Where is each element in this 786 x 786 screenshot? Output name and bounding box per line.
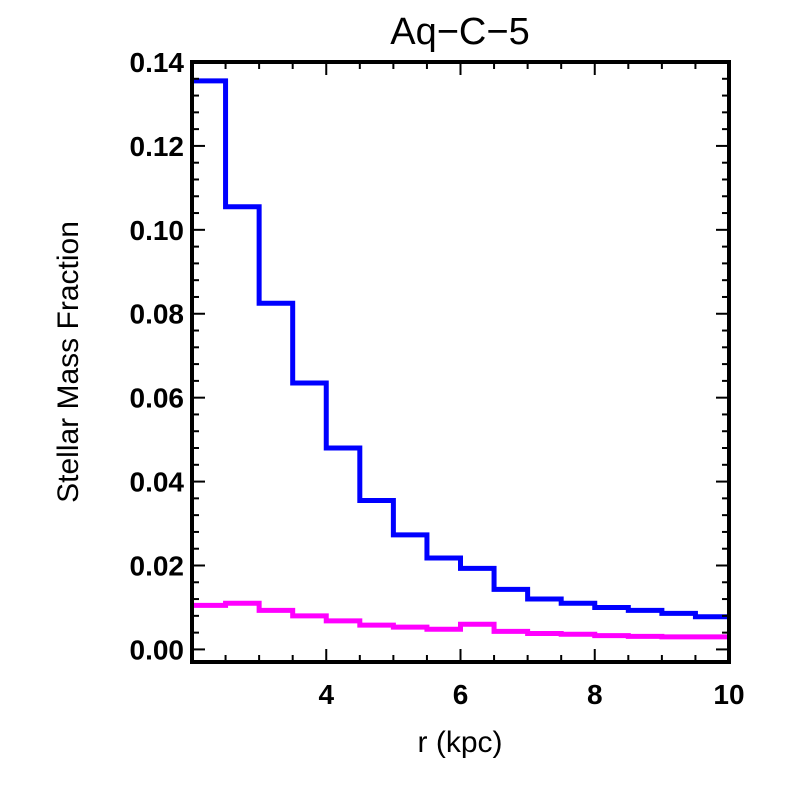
y-tick-label: 0.12 (130, 131, 185, 162)
y-axis-label: Stellar Mass Fraction (52, 221, 85, 503)
y-tick-label: 0.06 (130, 383, 185, 414)
y-tick-label: 0.14 (130, 47, 185, 78)
y-tick-labels: 0.00 0.02 0.04 0.06 0.08 0.10 0.12 0.14 (130, 47, 185, 665)
x-tick-label: 6 (453, 679, 469, 710)
series-line-1 (192, 600, 729, 640)
x-tick-label: 8 (587, 679, 603, 710)
x-tick-labels: 4 6 8 10 (318, 679, 744, 710)
y-tick-label: 0.10 (130, 215, 185, 246)
y-tick-label: 0.08 (130, 299, 185, 330)
x-tick-label: 4 (318, 679, 334, 710)
x-tick-label: 10 (713, 679, 744, 710)
plot-frame (190, 60, 731, 664)
series-line-0 (192, 78, 729, 620)
series-layer (192, 78, 729, 640)
chart-title: Aq−C−5 (390, 11, 529, 53)
y-tick-label: 0.04 (130, 467, 185, 498)
y-tick-label: 0.00 (130, 634, 185, 665)
y-tick-label: 0.02 (130, 550, 185, 581)
ticks-layer (191, 61, 730, 662)
x-axis-label: r (kpc) (418, 726, 503, 759)
